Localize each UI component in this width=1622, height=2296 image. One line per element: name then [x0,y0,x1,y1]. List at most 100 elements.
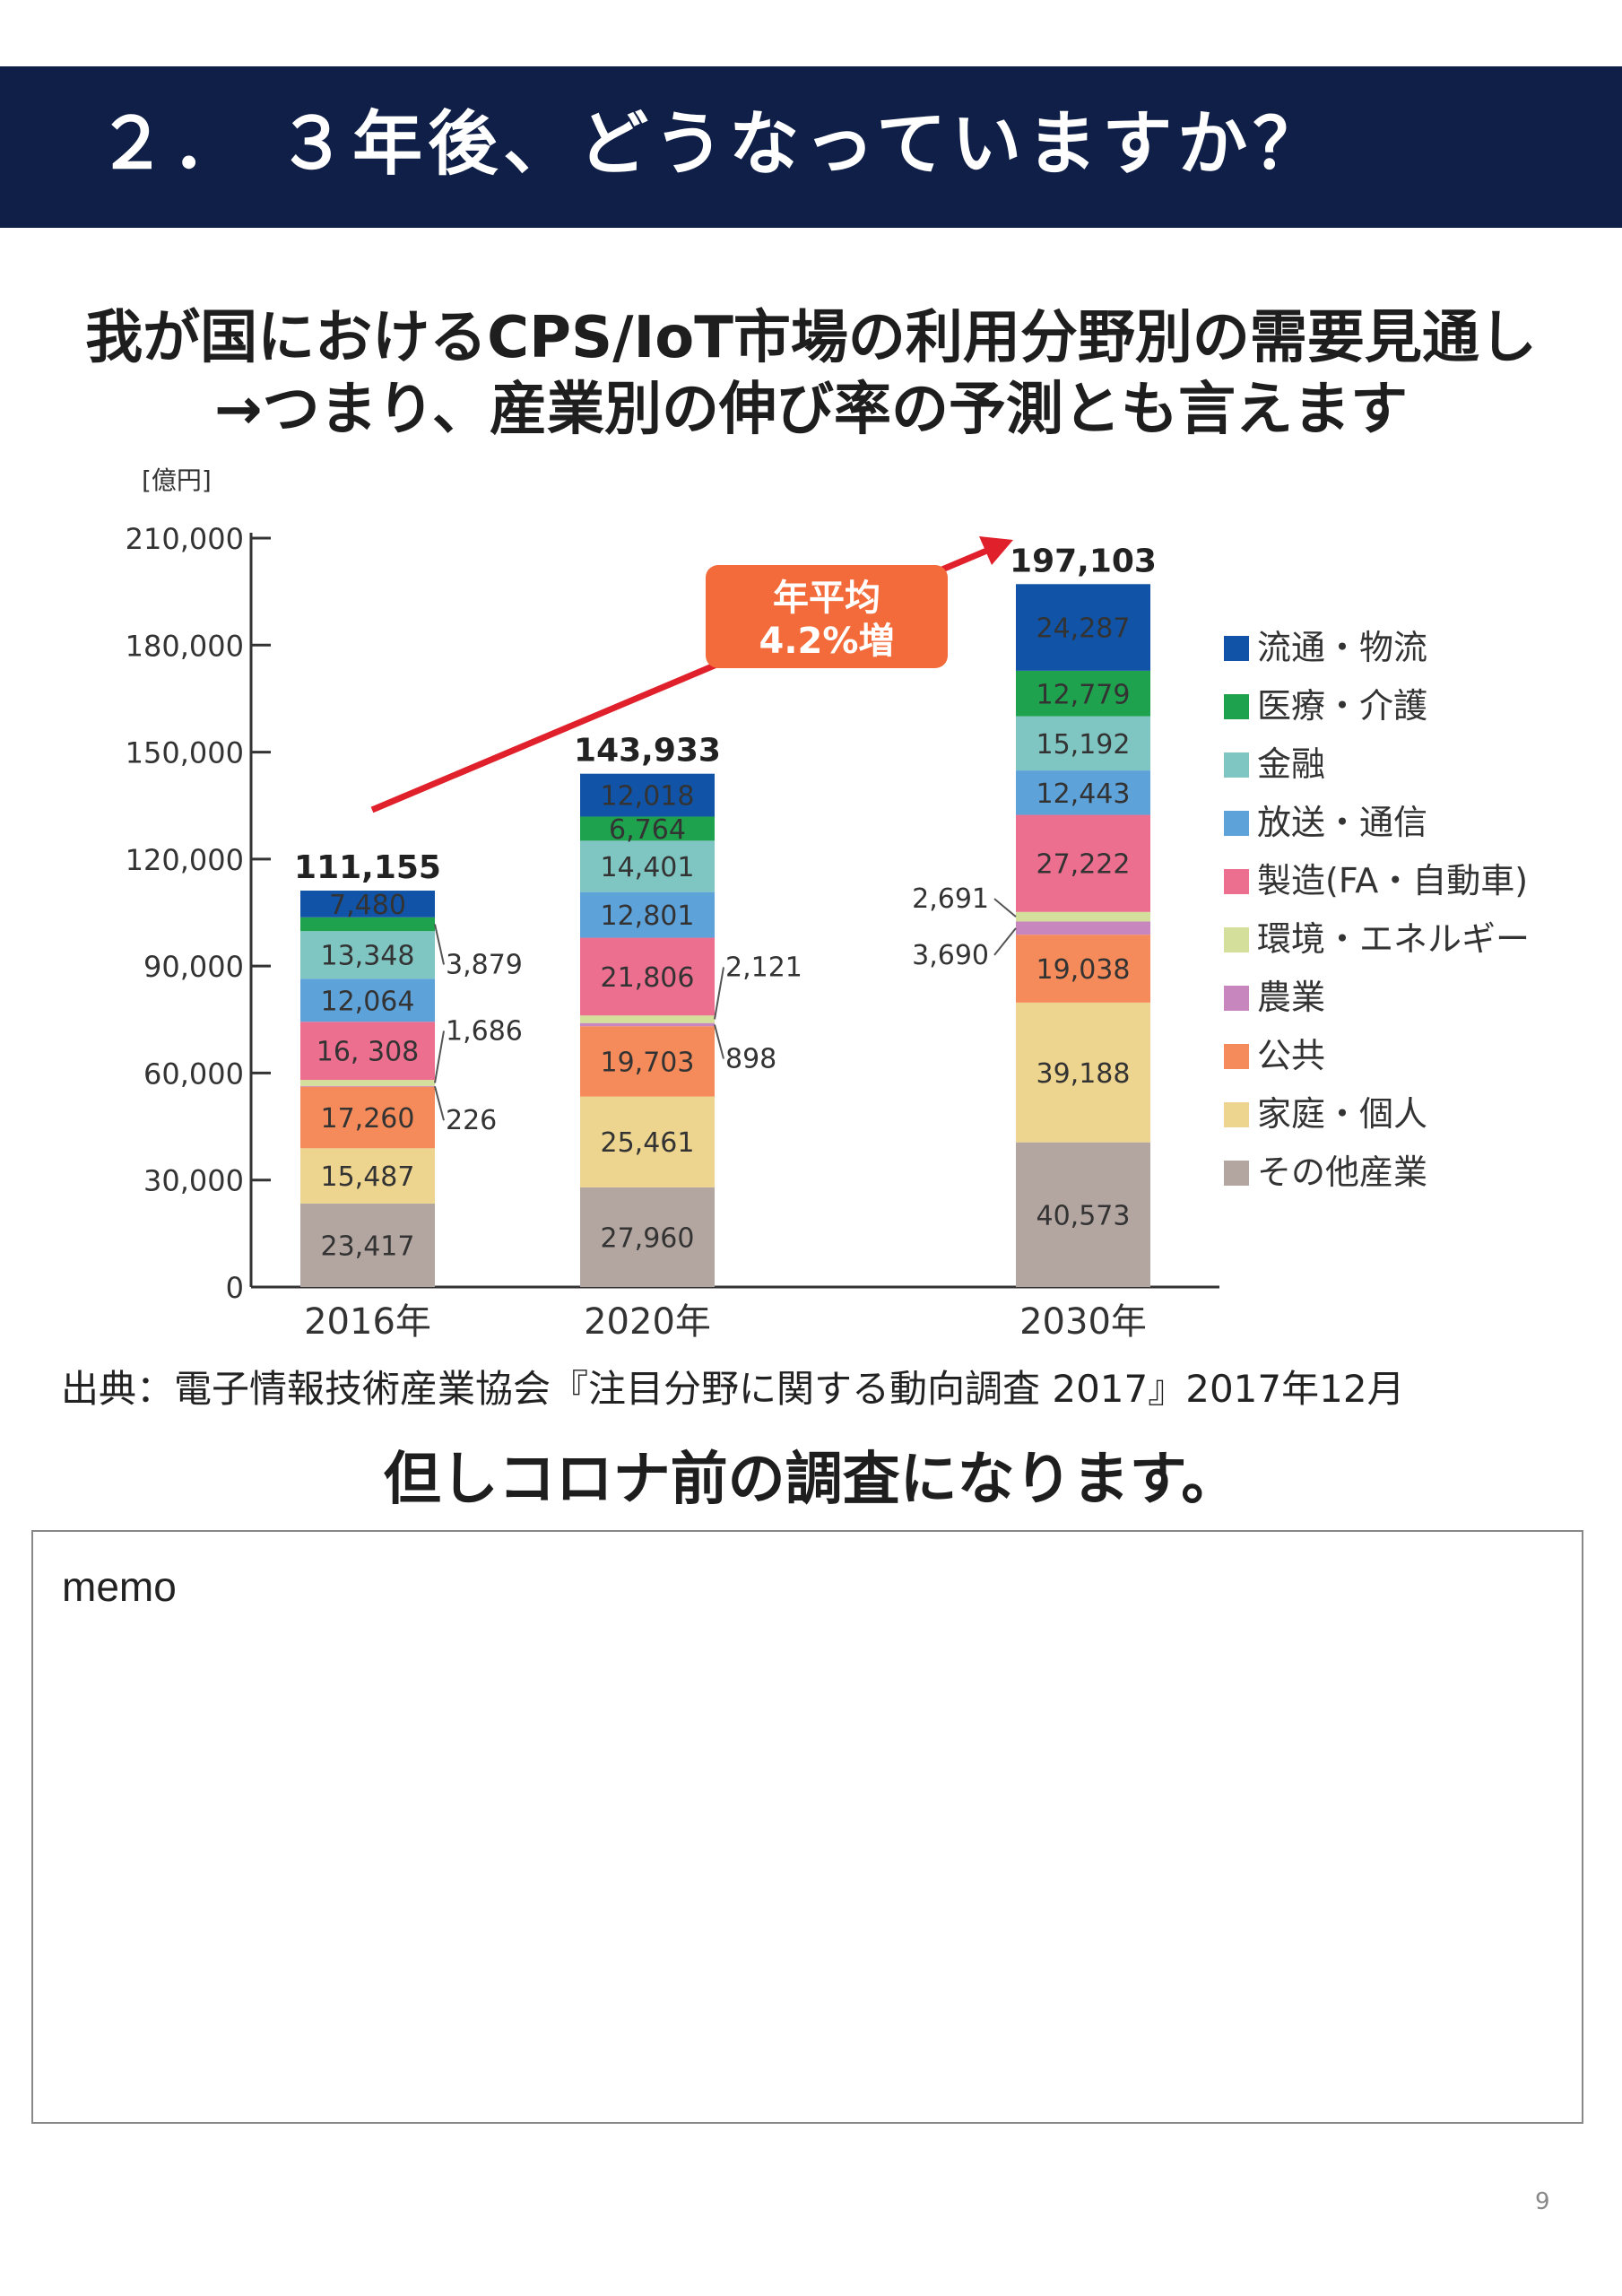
bar-segment [580,1187,715,1287]
legend-swatch [1224,927,1249,952]
data-label: 2,121 [725,952,802,983]
legend-swatch [1224,1102,1249,1127]
bar-segment [580,773,715,817]
bar-segment [300,1022,435,1081]
chart-heading-line2: →つまり、産業別の伸び率の予測とも言えます [213,377,1409,443]
bar-segment [1016,935,1150,1003]
data-label: 39,188 [1037,1058,1131,1090]
bar-segment [580,1096,715,1187]
data-label: 13,348 [321,941,415,972]
y-unit-label: [億円] [142,465,212,495]
data-label: 3,879 [446,949,523,980]
y-tick-label: 150,000 [126,736,244,770]
y-tick-label: 210,000 [126,522,244,556]
y-tick-label: 0 [226,1271,244,1305]
legend-label: 公共 [1257,1036,1325,1075]
legend-label: 金融 [1257,744,1325,784]
y-tick-label: 60,000 [143,1057,244,1091]
callout-line [714,1024,724,1059]
bar-segment [1016,921,1150,935]
data-label: 16, 308 [317,1037,420,1068]
bar-segment [580,840,715,892]
data-label: 12,801 [601,900,695,932]
bar-segment [300,1086,435,1149]
bar-segment [300,1203,435,1287]
growth-callout-line1: 年平均 [773,578,880,619]
data-label: 12,018 [601,781,695,813]
bar-segment [1016,584,1150,671]
bar-segment [580,816,715,841]
callout-line [714,967,724,1020]
legend-swatch [1224,1044,1249,1069]
data-label: 23,417 [321,1231,415,1262]
data-label: 15,487 [321,1161,415,1193]
bar-segment [300,891,435,918]
data-label: 12,064 [321,986,415,1017]
bar-segment [1016,770,1150,815]
legend-swatch [1224,694,1249,719]
memo-box[interactable]: memo [31,1530,1583,2124]
bar-segment [1016,670,1150,717]
source-citation: 出典：電子情報技術産業協会『注目分野に関する動向調査 2017』2017年12月 [61,1367,1405,1411]
bar-segment [1016,814,1150,912]
chart-heading-line1: 我が国におけるCPS/IoT市場の利用分野別の需要見通し [85,305,1537,371]
y-tick-label: 180,000 [126,629,244,663]
data-label: 7,480 [329,890,406,921]
memo-label: memo [62,1563,177,1610]
bar-total-label: 143,933 [574,733,721,770]
callout-line [434,1031,445,1083]
legend-label: 家庭・個人 [1257,1094,1427,1134]
callout-line [993,927,1017,956]
stacked-bar-chart: 0 30,000 60,000 90,000 120,000 150,000 180,000… [126,465,1530,1343]
data-label: 12,779 [1037,679,1131,710]
data-label: 19,038 [1037,954,1131,986]
bar-segment [300,917,435,932]
data-label: 3,690 [912,940,989,971]
x-category-label: 2020年 [584,1301,711,1343]
caveat-note: 但しコロナ前の調査になります。 [383,1447,1239,1513]
y-tick-label: 30,000 [143,1164,244,1198]
growth-arrow-head [979,536,1013,565]
bar-segment [300,931,435,979]
legend-swatch [1224,752,1249,778]
bar-segment [300,1148,435,1204]
data-label: 898 [725,1043,776,1074]
data-label: 21,806 [601,962,695,994]
legend-label: 医療・介護 [1257,686,1427,726]
data-label: 25,461 [601,1127,695,1159]
page-title: ２． ３年後、どうなっていますか？ [97,104,1329,185]
bar-total-label: 197,103 [1010,543,1157,579]
legend-label: 農業 [1257,978,1325,1017]
callout-line [434,924,445,965]
bar-segment [580,937,715,1016]
bar-segment [580,1015,715,1023]
y-tick-label: 120,000 [126,843,244,877]
callout-line [993,898,1017,918]
data-label: 12,443 [1037,778,1131,810]
data-label: 24,287 [1037,613,1131,645]
legend-label: その他産業 [1257,1152,1427,1192]
x-category-label: 2016年 [304,1301,431,1343]
bar-segment [1016,1142,1150,1287]
growth-callout-line2: 4.2%増 [759,621,895,662]
legend-label: 流通・物流 [1257,628,1427,667]
data-label: 2,691 [912,883,989,915]
legend-swatch [1224,986,1249,1011]
data-label: 6,764 [609,814,686,846]
title-banner: ２． ３年後、どうなっていますか？ [0,66,1622,228]
bar-total-label: 111,155 [294,849,441,886]
data-label: 19,703 [601,1047,695,1078]
y-tick-label: 90,000 [143,950,244,984]
growth-callout-box [706,565,948,668]
data-label: 40,573 [1037,1200,1131,1231]
bar-segment [1016,911,1150,922]
bar-segment [580,1026,715,1097]
legend-swatch [1224,1161,1249,1186]
bar-segment [300,1085,435,1087]
bar-segment [300,978,435,1022]
page-number: 9 [1535,2188,1550,2215]
data-label: 27,960 [601,1222,695,1254]
callout-line [434,1085,445,1121]
bar-segment [580,1022,715,1027]
legend-swatch [1224,869,1249,894]
